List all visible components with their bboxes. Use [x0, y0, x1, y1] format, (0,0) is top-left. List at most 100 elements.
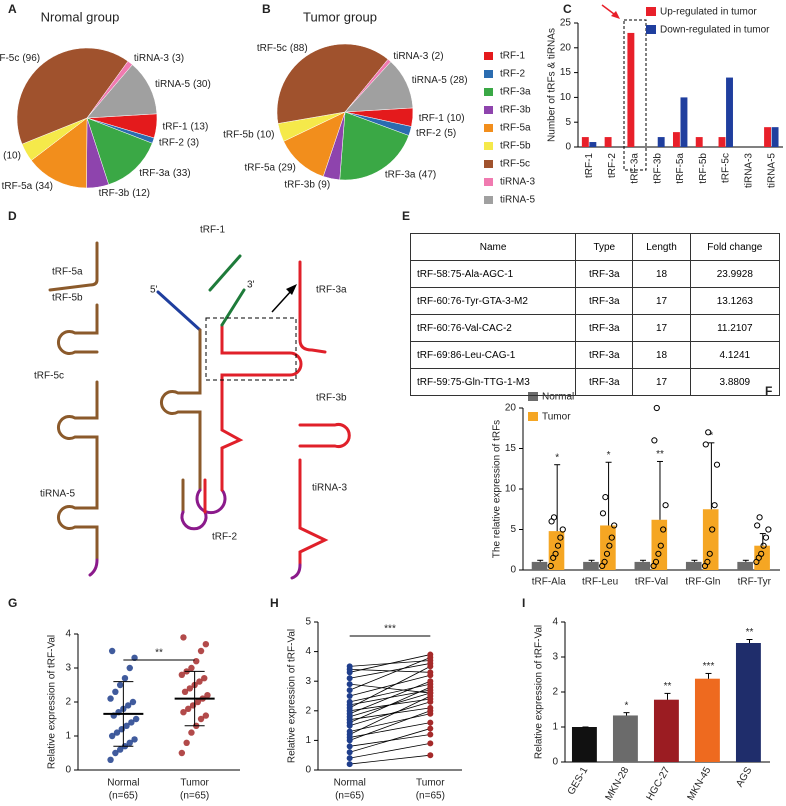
legend-label: tiRNA-3 — [500, 177, 535, 188]
slice-category: tRF-3a — [139, 168, 170, 179]
legend-swatch — [484, 178, 493, 186]
slice-label: tiRNA-3 (2) — [393, 51, 443, 62]
data-point — [559, 526, 566, 533]
slice-category: tRF-5a — [2, 181, 33, 192]
bar — [680, 97, 688, 147]
x-tick-label: Tumor — [180, 778, 209, 789]
legend-label: tRF-3a — [500, 87, 531, 98]
table-cell: 23.9928 — [689, 260, 781, 288]
table-row: tRF-60:76-Val-CAC-2 tRF-3a 17 11.2107 — [409, 314, 781, 342]
pair-line — [349, 710, 431, 741]
panel-letter: D — [8, 209, 17, 223]
data-point — [131, 654, 138, 661]
data-point — [178, 749, 186, 757]
slice-value: (12) — [132, 188, 150, 199]
x-tick-label: tiRNA-5 — [766, 153, 777, 188]
slice-value: (33) — [173, 168, 191, 179]
y-tick-label: 10 — [560, 92, 572, 103]
strand — [180, 510, 208, 531]
table-cell: tRF-58:75-Ala-AGC-1 — [409, 260, 577, 288]
slice-label: tRF-1 (10) — [419, 112, 465, 123]
data-point — [427, 690, 434, 697]
pie-slice — [339, 111, 410, 181]
slice-value: (96) — [22, 53, 40, 64]
diagram-label: tRF-1 — [200, 225, 225, 236]
slice-label: tRF-5a (29) — [245, 162, 296, 173]
arrow-head — [611, 11, 620, 19]
panel-letter: C — [563, 2, 572, 16]
y-tick-label: 2 — [552, 687, 558, 698]
slice-value: (3) — [172, 53, 184, 64]
pair-line — [349, 695, 431, 735]
data-point — [346, 749, 353, 756]
pair-line — [349, 698, 431, 712]
data-point — [204, 692, 211, 699]
pie-slice — [276, 43, 389, 124]
bar — [694, 678, 720, 762]
x-tick-label: Normal — [107, 778, 139, 789]
y-tick-label: 20 — [505, 403, 517, 414]
bar — [726, 77, 733, 147]
y-tick-label: 15 — [560, 67, 572, 78]
legend-swatch — [646, 25, 656, 34]
slice-label: tRF-5a (34) — [2, 181, 53, 192]
y-tick-label: 1 — [552, 722, 558, 733]
diagram-label: 5' — [150, 285, 158, 296]
slice-label: tRF-5c(96) — [0, 53, 40, 64]
data-point — [129, 698, 137, 706]
slice-category: tRF-1 — [419, 112, 444, 123]
data-point — [201, 675, 208, 682]
data-point — [427, 669, 434, 676]
y-axis-label: Relative expression of tRF-Val — [534, 625, 545, 759]
strand — [220, 323, 303, 492]
slice-category: tRF-1 — [163, 121, 188, 132]
y-tick-label: 25 — [560, 18, 572, 29]
data-point — [108, 647, 116, 655]
diagram-label: 3' — [247, 280, 255, 291]
data-point — [427, 681, 434, 688]
data-point — [121, 675, 129, 682]
y-tick-label: 4 — [305, 646, 311, 657]
data-point — [113, 729, 121, 736]
data-point — [599, 510, 607, 517]
pair-line — [349, 734, 431, 747]
data-point — [704, 558, 711, 566]
slice-value: (34) — [35, 181, 53, 192]
arrow-head — [286, 284, 297, 295]
data-point — [662, 502, 669, 509]
data-point — [346, 755, 353, 762]
highlight-box — [623, 19, 647, 171]
table-cell: 17 — [632, 314, 691, 342]
slice-category: tRF-3b — [284, 179, 315, 190]
data-point — [709, 526, 716, 533]
x-tick-label: GES-1 — [566, 765, 591, 797]
y-tick-label: 5 — [565, 117, 571, 128]
data-point — [196, 678, 203, 685]
data-point — [427, 740, 434, 747]
data-point — [702, 441, 709, 448]
data-point — [112, 749, 119, 757]
table-cell: tRF-3a — [575, 341, 634, 369]
bar — [583, 561, 599, 570]
panel-letter: H — [270, 596, 279, 610]
y-axis-label: Number of tRFs & tiRNAs — [547, 28, 558, 142]
strand — [88, 558, 99, 577]
legend-swatch — [484, 124, 493, 132]
bar — [531, 561, 548, 570]
data-point — [756, 514, 763, 521]
slice-value: (10) — [447, 112, 465, 123]
slice-value: (29) — [278, 162, 296, 173]
pair-line — [349, 713, 431, 732]
data-point — [188, 664, 195, 672]
table-cell: tRF-3a — [575, 314, 634, 342]
table-cell: 3.8809 — [689, 368, 781, 396]
legend-swatch — [484, 52, 493, 60]
data-point — [705, 429, 712, 436]
strand — [48, 241, 99, 292]
strand — [156, 290, 202, 332]
pie-slice — [30, 117, 88, 189]
table-cell: 17 — [632, 368, 691, 396]
table-cell: 11.2107 — [689, 314, 781, 342]
legend-label: tRF-1 — [500, 51, 525, 62]
bar — [581, 137, 589, 147]
